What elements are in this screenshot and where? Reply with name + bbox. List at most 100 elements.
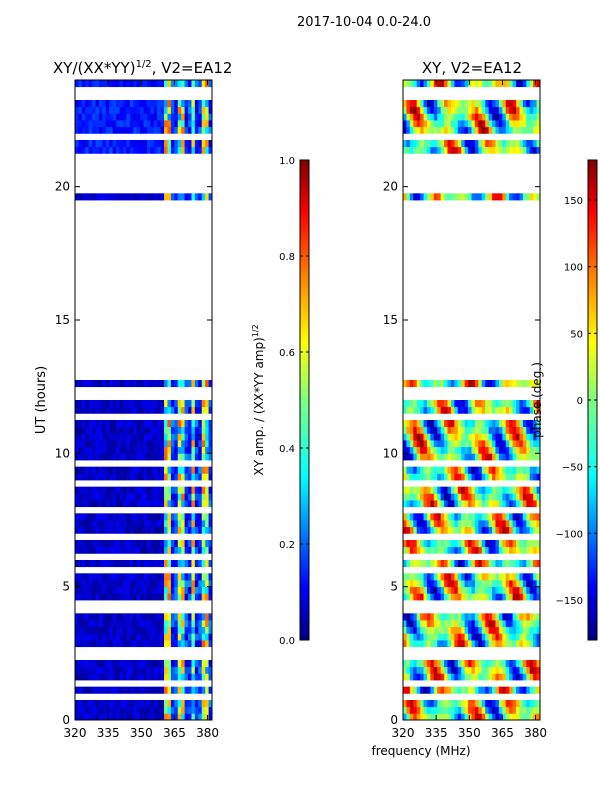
heatmap-cell: [208, 80, 213, 88]
heatmap-cell: [406, 106, 411, 114]
heatmap-cell: [403, 520, 407, 528]
heatmap-cell: [426, 193, 431, 201]
heatmap-cell: [146, 580, 151, 588]
heatmap-cell: [95, 400, 100, 408]
heatmap-cell: [512, 406, 517, 414]
heatmap-cell: [502, 500, 507, 508]
heatmap-cell: [509, 100, 513, 108]
heatmap-cell: [95, 620, 100, 628]
figure-suptitle: 2017-10-04 0.0-24.0: [297, 15, 431, 30]
heatmap-cell: [461, 500, 466, 508]
heatmap-cell: [406, 380, 411, 388]
heatmap-cell: [146, 453, 151, 461]
heatmap-cell: [116, 513, 120, 521]
heatmap-cell: [495, 126, 500, 134]
heatmap-cell: [170, 513, 175, 521]
heatmap-cell: [140, 493, 144, 501]
heatmap-cell: [119, 146, 124, 154]
heatmap-cell: [447, 580, 452, 588]
heatmap-cell: [519, 440, 524, 448]
heatmap-cell: [413, 146, 418, 154]
heatmap-cell: [194, 486, 199, 494]
heatmap-cell: [122, 473, 127, 481]
heatmap-cell: [181, 580, 185, 588]
heatmap-cell: [423, 673, 428, 681]
heatmap-cell: [208, 640, 213, 648]
heatmap-cell: [433, 500, 438, 508]
heatmap-cell: [437, 193, 442, 201]
heatmap-cell: [81, 660, 86, 668]
heatmap-cell: [136, 80, 141, 88]
heatmap-cell: [208, 466, 213, 474]
heatmap-cell: [201, 473, 206, 481]
heatmap-cell: [406, 713, 411, 721]
heatmap-cell: [88, 560, 93, 568]
heatmap-cell: [471, 613, 476, 621]
heatmap-cell: [140, 426, 144, 434]
heatmap-cell: [450, 660, 455, 668]
heatmap-cell: [409, 713, 414, 721]
heatmap-cell: [437, 666, 442, 674]
heatmap-cell: [112, 700, 117, 708]
heatmap-cell: [198, 493, 203, 501]
amplitude-title-suffix: , V2=EA12: [152, 59, 233, 77]
heatmap-cell: [150, 560, 155, 568]
heatmap-cell: [105, 633, 110, 641]
heatmap-cell: [198, 433, 203, 441]
heatmap-cell: [433, 660, 438, 668]
heatmap-cell: [184, 106, 189, 114]
heatmap-cell: [143, 400, 148, 408]
heatmap-cell: [198, 560, 203, 568]
heatmap-cell: [498, 420, 503, 428]
heatmap-cell: [112, 526, 117, 534]
heatmap-cell: [509, 420, 513, 428]
heatmap-cell: [447, 673, 452, 681]
heatmap-cell: [461, 626, 466, 634]
heatmap-cell: [157, 520, 162, 528]
heatmap-cell: [88, 500, 93, 508]
heatmap-cell: [129, 440, 134, 448]
heatmap-cell: [167, 146, 172, 154]
heatmap-cell: [536, 580, 541, 588]
heatmap-cell: [492, 80, 496, 88]
heatmap-cell: [181, 520, 185, 528]
heatmap-cell: [450, 640, 455, 648]
heatmap-cell: [78, 420, 83, 428]
heatmap-cell: [160, 420, 165, 428]
heatmap-cell: [191, 146, 196, 154]
heatmap-cell: [426, 706, 431, 714]
heatmap-cell: [146, 713, 151, 721]
heatmap-cell: [140, 580, 144, 588]
heatmap-cell: [164, 513, 168, 521]
heatmap-cell: [160, 640, 165, 648]
heatmap-cell: [191, 380, 196, 388]
heatmap-cell: [167, 546, 172, 554]
heatmap-cell: [440, 486, 445, 494]
heatmap-cell: [177, 400, 182, 408]
heatmap-cell: [437, 420, 442, 428]
heatmap-cell: [478, 573, 483, 581]
heatmap-cell: [201, 193, 206, 201]
heatmap-cell: [403, 433, 407, 441]
heatmap-cell: [177, 453, 182, 461]
heatmap-cell: [78, 380, 83, 388]
heatmap-cell: [426, 433, 431, 441]
heatmap-cell: [498, 706, 503, 714]
heatmap-cell: [201, 446, 206, 454]
heatmap-cell: [81, 580, 86, 588]
heatmap-cell: [170, 546, 175, 554]
heatmap-cell: [122, 420, 127, 428]
heatmap-cell: [122, 440, 127, 448]
heatmap-cell: [536, 713, 541, 721]
heatmap-cell: [109, 513, 114, 521]
heatmap-cell: [85, 400, 90, 408]
heatmap-cell: [85, 560, 90, 568]
heatmap-cell: [526, 706, 531, 714]
heatmap-cell: [430, 400, 435, 408]
heatmap-cell: [126, 493, 131, 501]
heatmap-cell: [526, 80, 531, 88]
heatmap-cell: [112, 193, 117, 201]
heatmap-cell: [88, 380, 93, 388]
heatmap-cell: [420, 126, 424, 134]
heatmap-cell: [116, 106, 120, 114]
